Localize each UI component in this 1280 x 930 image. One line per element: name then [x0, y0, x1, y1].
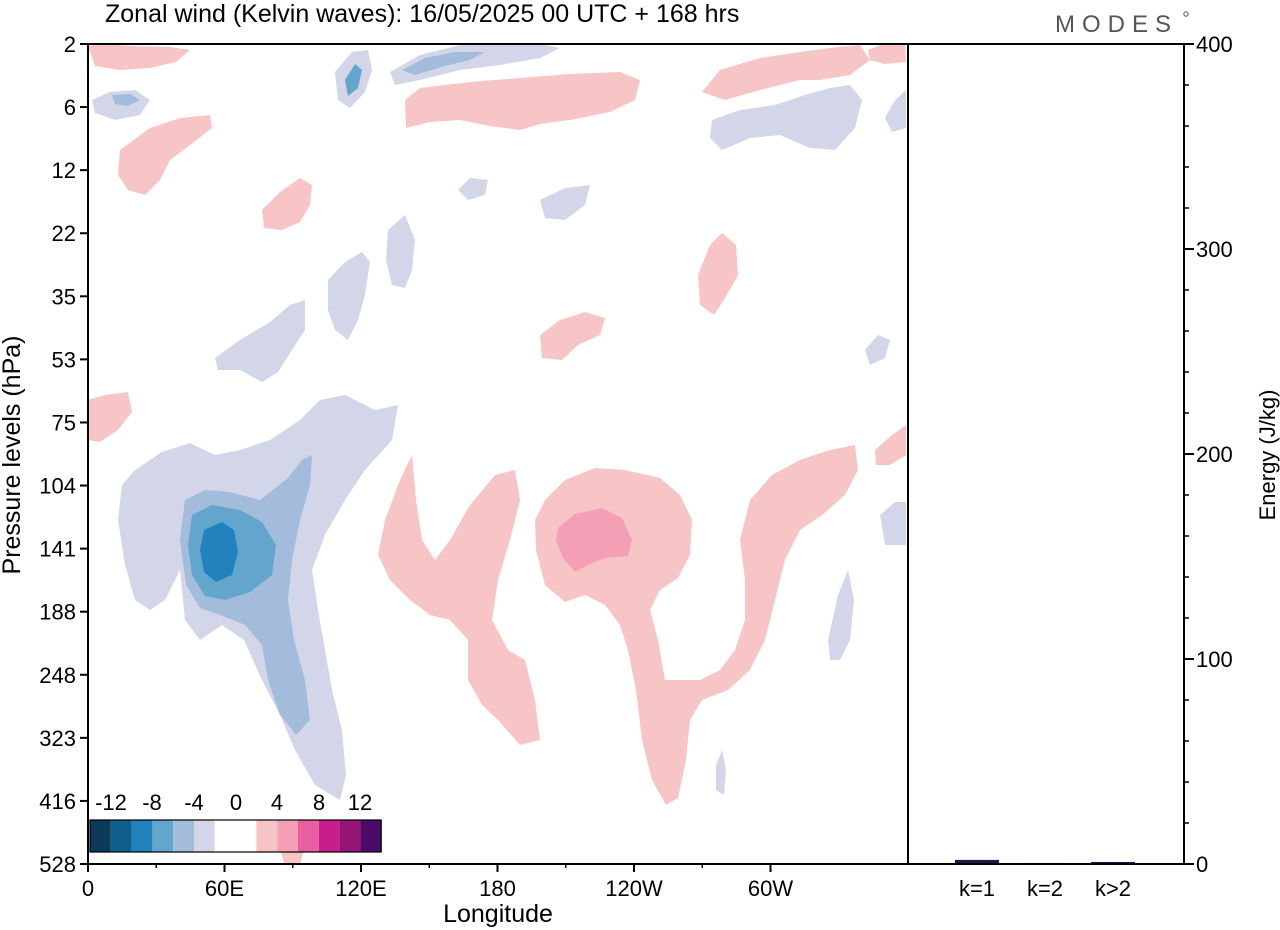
easterly-anomaly-patch-20: [885, 90, 906, 132]
easterly-anomaly-patch-24: [540, 185, 590, 220]
y-tick-label: 188: [39, 600, 76, 625]
energy-axis-title: Energy (J/kg): [1255, 390, 1280, 521]
energy-category-label: k=1: [959, 876, 995, 901]
westerly-anomaly-patch-29: [88, 392, 132, 442]
colorbar-swatch: [131, 820, 153, 852]
energy-tick-label: 100: [1196, 647, 1233, 672]
logo-registered-mark: [1183, 11, 1189, 17]
westerly-anomaly-patch-17: [790, 50, 870, 80]
colorbar-swatch: [235, 820, 257, 852]
colorbar-swatch: [298, 820, 319, 852]
hovmoller-field: [88, 44, 906, 865]
colorbar-swatch: [277, 820, 298, 852]
energy-tick-label: 300: [1196, 237, 1233, 262]
easterly-anomaly-patch-22: [328, 252, 370, 340]
easterly-anomaly-patch-26: [215, 300, 305, 382]
easterly-anomaly-patch-33: [828, 570, 854, 660]
colorbar-legend: -12 -8 -4 0 4 8 12: [89, 790, 382, 853]
westerly-anomaly-patch-9: [88, 44, 190, 70]
westerly-anomaly-patch-5: [535, 445, 858, 805]
westerly-anomaly-patch-30: [875, 425, 906, 465]
energy-tick-label: 0: [1196, 852, 1208, 877]
easterly-anomaly-patch-31: [865, 335, 890, 365]
colorbar-swatch: [173, 820, 194, 852]
easterly-anomaly-patch-11: [402, 52, 485, 75]
colorbar-swatch: [152, 820, 174, 852]
colorbar-border: [89, 819, 382, 853]
hovmoller-axes: 0 60E 120E 180 120W 60W 2 6 12 22 35 53 75 104 141 188 2…: [39, 32, 793, 901]
easterly-anomaly-patch-13: [345, 64, 362, 96]
colorbar-label: 8: [313, 790, 325, 815]
colorbar-swatch: [339, 820, 361, 852]
colorbar-swatch: [194, 820, 215, 852]
colorbar-swatch: [110, 820, 132, 852]
energy-category-label: k>2: [1095, 876, 1131, 901]
energy-tick-label: 400: [1196, 32, 1233, 57]
y-tick-label: 2: [64, 32, 76, 57]
westerly-anomaly-patch-18: [868, 44, 906, 64]
colorbar-label: 12: [348, 790, 372, 815]
westerly-anomaly-patch-21: [262, 178, 312, 230]
colorbar-label: 4: [271, 790, 283, 815]
colorbar-swatch: [256, 820, 278, 852]
westerly-anomaly-patch-14: [405, 72, 640, 130]
x-axis-title: Longitude: [443, 900, 553, 928]
energy-tick-label: 200: [1196, 442, 1233, 467]
y-tick-label: 104: [39, 474, 76, 499]
y-tick-label: 35: [52, 284, 76, 309]
colorbar-label: -8: [142, 790, 162, 815]
colorbar-label: 0: [230, 790, 242, 815]
easterly-anomaly-patch-34: [716, 750, 726, 795]
westerly-anomaly-patch-15: [118, 115, 212, 195]
westerly-anomaly-patch-28: [698, 233, 738, 315]
x-tick-label: 120W: [605, 876, 663, 901]
easterly-anomaly-patch-8: [112, 94, 140, 106]
energy-bar-chart: 0 100 200 300 400 k=1 k=2 k>2: [955, 32, 1233, 901]
colorbar-swatch: [90, 820, 111, 852]
y-tick-label: 53: [52, 347, 76, 372]
energy-frame: [907, 43, 1185, 865]
y-tick-label: 75: [52, 410, 76, 435]
chart-title: Zonal wind (Kelvin waves): 16/05/2025 00…: [105, 0, 739, 28]
y-tick-label: 416: [39, 789, 76, 814]
easterly-anomaly-patch-10: [390, 44, 560, 85]
y-axis-title: Pressure levels (hPa): [0, 336, 26, 575]
colorbar-swatch: [214, 820, 236, 852]
colorbar-swatch: [360, 820, 382, 852]
x-tick-label: 60W: [748, 876, 793, 901]
modes-logo: MODES: [1055, 11, 1178, 38]
westerly-anomaly-patch-4: [378, 455, 540, 745]
y-tick-label: 528: [39, 852, 76, 877]
y-tick-label: 6: [64, 95, 76, 120]
energy-bar-k=1: [955, 859, 999, 864]
easterly-anomaly-patch-3: [200, 522, 238, 582]
colorbar-label: -4: [184, 790, 204, 815]
energy-category-label: k=2: [1027, 876, 1063, 901]
colorbar-swatch: [318, 820, 340, 852]
easterly-anomaly-patch-25: [458, 178, 488, 200]
x-tick-label: 180: [479, 876, 516, 901]
y-tick-label: 323: [39, 726, 76, 751]
easterly-anomaly-patch-19: [710, 85, 862, 150]
x-tick-label: 120E: [335, 876, 386, 901]
westerly-anomaly-patch-6: [556, 508, 632, 572]
y-tick-label: 248: [39, 663, 76, 688]
x-tick-label: 60E: [205, 876, 244, 901]
x-tick-label: 0: [82, 876, 94, 901]
energy-bar-k>2: [1091, 861, 1135, 864]
westerly-anomaly-patch-27: [540, 312, 605, 360]
colorbar-label: -12: [95, 790, 127, 815]
easterly-anomaly-patch-23: [386, 215, 415, 288]
y-tick-label: 141: [39, 537, 76, 562]
easterly-anomaly-patch-32: [880, 502, 906, 545]
y-tick-label: 22: [52, 221, 76, 246]
y-tick-label: 12: [52, 158, 76, 183]
